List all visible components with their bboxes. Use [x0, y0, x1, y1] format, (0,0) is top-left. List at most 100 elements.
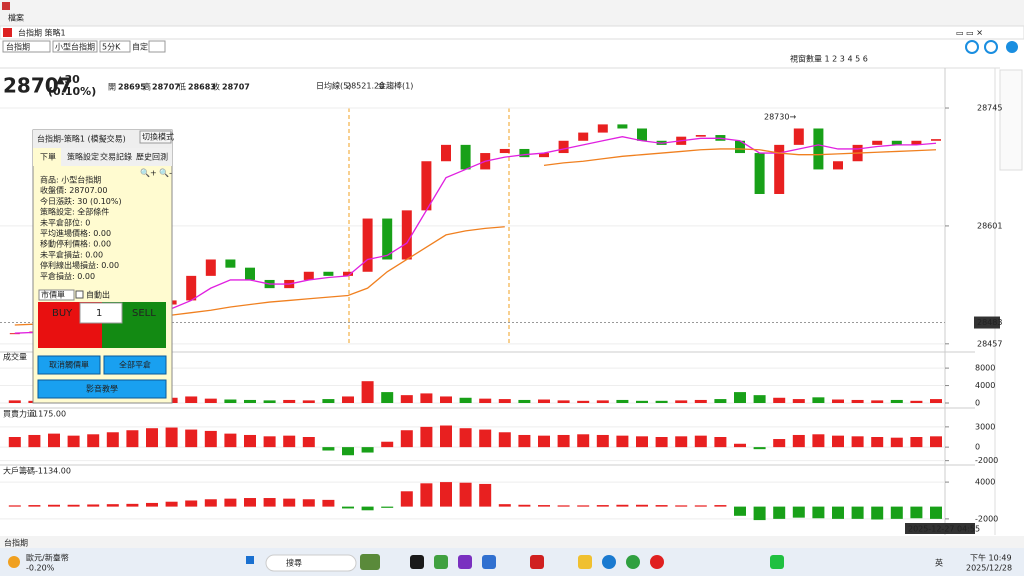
draw-tools[interactable]: [999, 69, 1023, 171]
pane-value: 1175.00: [33, 410, 66, 419]
app[interactable]: [602, 555, 616, 569]
app[interactable]: [530, 555, 544, 569]
order-select[interactable]: [38, 289, 75, 301]
tab[interactable]: 歷史回測: [136, 152, 168, 162]
last-price-tag: [974, 316, 1000, 329]
bar: [890, 399, 903, 403]
settings-icon[interactable]: [1006, 41, 1018, 53]
auto-label: 自動出: [86, 290, 110, 300]
date-label: 2025-12-27 04:55: [908, 525, 980, 534]
high: 28707: [152, 83, 180, 92]
bar: [361, 506, 374, 511]
app[interactable]: [626, 555, 640, 569]
qty: 1: [96, 308, 102, 319]
info-line: 平均進場價格: 0.00: [40, 228, 111, 238]
date-tag: [905, 523, 975, 534]
bar: [87, 434, 100, 448]
mode-button[interactable]: [139, 130, 172, 144]
title-bar: [0, 25, 1024, 40]
bar: [126, 503, 139, 507]
symbol: 台指期: [6, 42, 30, 52]
bar: [67, 504, 80, 507]
pane-value: -1134.00: [35, 467, 71, 476]
tab[interactable]: 下單: [40, 153, 56, 162]
y-tick-label: 28601: [977, 221, 1002, 230]
status: 台指期: [4, 538, 28, 548]
refresh-icon[interactable]: [984, 40, 998, 54]
action-button[interactable]: [37, 379, 167, 399]
tab[interactable]: 策略設定: [67, 152, 99, 162]
taskbar-apps: [360, 554, 784, 570]
bar: [440, 396, 452, 403]
bar: [400, 491, 413, 507]
bar: [440, 482, 452, 507]
bar: [381, 506, 394, 508]
bar: [910, 506, 923, 519]
search-box[interactable]: [265, 554, 357, 572]
custom-input[interactable]: [148, 40, 166, 53]
qty-input[interactable]: [79, 302, 123, 324]
bar: [518, 399, 531, 403]
bar: [8, 437, 21, 448]
y-tick-label: 28745: [977, 104, 1002, 113]
bar: [224, 433, 237, 448]
bar: [263, 498, 276, 507]
auto-check[interactable]: [75, 290, 84, 299]
app-icon: [2, 2, 10, 10]
interval-select[interactable]: [99, 40, 131, 53]
menu[interactable]: 檔案: [8, 13, 24, 23]
bar: [930, 436, 942, 448]
product: 小型台指期: [55, 42, 95, 52]
window-controls[interactable]: ▭ ▭ ✕: [956, 29, 983, 38]
bar: [577, 505, 590, 507]
action-button[interactable]: [103, 355, 167, 375]
product-select[interactable]: [52, 40, 98, 53]
bar: [185, 429, 198, 448]
candle: [303, 271, 314, 280]
bar: [283, 399, 296, 403]
bar: [832, 435, 844, 448]
bar: [479, 429, 492, 448]
bar: [263, 400, 276, 403]
candle: [186, 275, 197, 301]
start-button[interactable]: [246, 556, 254, 564]
y-tick-label: 0: [975, 443, 980, 452]
bar: [616, 435, 629, 448]
app[interactable]: [482, 555, 496, 569]
broadcast-icon[interactable]: [965, 40, 979, 54]
bar: [773, 397, 786, 403]
app[interactable]: [410, 555, 424, 569]
app[interactable]: [770, 555, 784, 569]
app-bar: [0, 0, 1024, 26]
bar: [185, 396, 198, 403]
info-line: 收盤價: 28707.00: [40, 185, 107, 195]
bar: [577, 434, 590, 448]
app[interactable]: [458, 555, 472, 569]
lang[interactable]: 英: [935, 558, 943, 568]
view-count[interactable]: 視窗數量 1 2 3 4 5 6: [790, 54, 868, 64]
candle: [793, 128, 804, 145]
bar: [302, 437, 315, 448]
bar: [518, 504, 531, 507]
app[interactable]: [434, 555, 448, 569]
y-tick-label: 4000: [975, 381, 995, 390]
candle: [813, 128, 824, 170]
bar: [165, 427, 178, 448]
action-button[interactable]: [37, 355, 101, 375]
high-label: 高: [143, 82, 151, 92]
bar: [342, 447, 354, 456]
bar: [302, 400, 315, 403]
symbol-select[interactable]: [2, 40, 51, 53]
bar: [204, 499, 217, 507]
tab[interactable]: 交易記錄: [100, 152, 132, 162]
bar: [361, 381, 374, 403]
close-label: 收: [212, 82, 220, 92]
app[interactable]: [360, 554, 380, 570]
app[interactable]: [578, 555, 592, 569]
bar: [538, 505, 550, 507]
bar: [675, 400, 688, 403]
bar: [87, 504, 100, 507]
bar: [538, 399, 550, 403]
bar: [8, 505, 21, 507]
app[interactable]: [650, 555, 664, 569]
